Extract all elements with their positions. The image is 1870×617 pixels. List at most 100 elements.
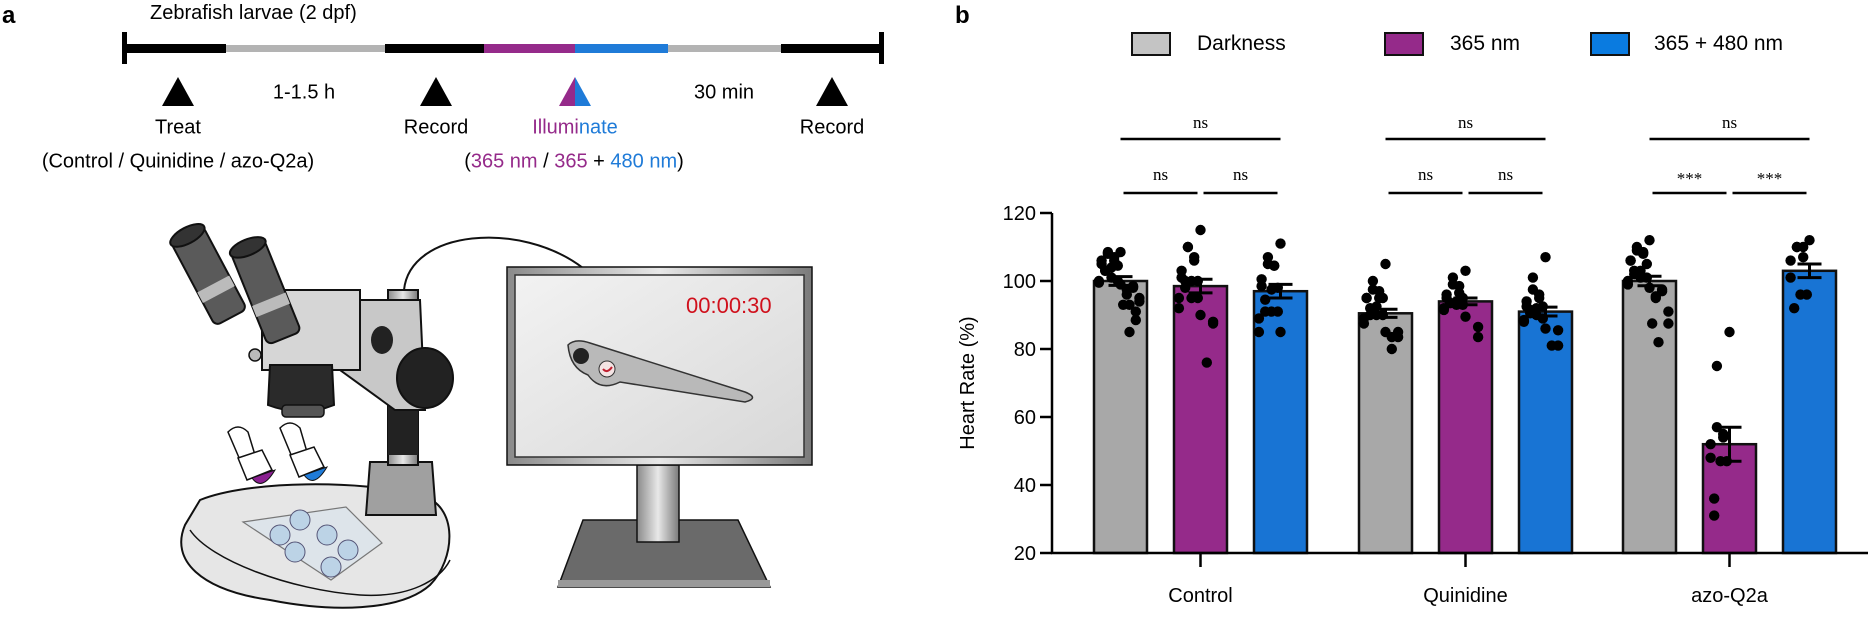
legend-label-darkness: Darkness	[1197, 32, 1286, 55]
data-point	[1253, 313, 1265, 324]
data-point	[1130, 306, 1142, 317]
data-point	[1647, 318, 1658, 329]
duration-post: 30 min	[693, 81, 755, 104]
data-point	[1641, 258, 1653, 270]
timeline-title: Zebrafish larvae (2 dpf)	[150, 2, 357, 24]
panel-b-label: b	[955, 2, 970, 29]
data-point	[1472, 321, 1484, 333]
wavelength-480: 480 nm	[610, 150, 678, 173]
bar	[1357, 312, 1414, 555]
data-point	[1121, 289, 1133, 300]
data-point	[1663, 306, 1674, 317]
data-point	[1650, 292, 1662, 304]
legend-swatch-darkness	[1131, 32, 1171, 56]
timeline-seg-record2	[781, 44, 883, 53]
data-point	[1207, 318, 1219, 329]
data-point	[1201, 357, 1213, 368]
data-point	[1275, 326, 1286, 338]
significance-label: ns	[1153, 165, 1168, 184]
treat-marker-icon	[162, 77, 194, 106]
data-point	[1546, 340, 1558, 351]
data-point	[1798, 252, 1809, 263]
data-point	[1705, 439, 1716, 450]
timeline-seg-480	[575, 44, 668, 53]
legend-swatch-365-480	[1590, 32, 1630, 56]
monitor-icon	[506, 266, 813, 588]
paren-open: (	[464, 150, 471, 173]
data-point	[1540, 252, 1551, 263]
y-tick-label: 100	[1003, 271, 1036, 293]
data-point	[1804, 235, 1815, 246]
significance-label: ns	[1193, 113, 1208, 132]
wavelength-365-combo: 365	[554, 150, 588, 173]
data-point	[1644, 235, 1655, 246]
data-point	[1709, 510, 1720, 521]
data-point	[1724, 326, 1735, 338]
data-point	[1711, 360, 1723, 372]
data-point	[1173, 292, 1185, 304]
data-point	[1361, 292, 1372, 304]
data-point	[1124, 326, 1135, 338]
illuminate-detail: (365 nm / 365 + 480 nm)	[464, 151, 684, 174]
plus-sign: +	[587, 150, 611, 173]
paren-close: )	[677, 150, 684, 173]
significance-label: ns	[1233, 165, 1248, 184]
bar	[1437, 300, 1494, 555]
significance-label: ***	[1757, 169, 1783, 188]
monitor-timer: 00:00:30	[686, 293, 772, 318]
data-point	[1625, 255, 1636, 266]
data-point	[1195, 309, 1206, 321]
significance-label: ns	[1458, 113, 1473, 132]
legend-label-365: 365 nm	[1450, 32, 1521, 55]
wavelength-365: 365 nm	[470, 150, 538, 173]
timeline-seg-wait2	[668, 45, 781, 52]
timeline-seg-record	[385, 44, 484, 53]
data-point	[1358, 318, 1370, 329]
data-point	[1795, 289, 1806, 300]
step-record-1: Record	[403, 116, 469, 139]
data-point	[1192, 292, 1204, 304]
data-point	[1518, 316, 1530, 327]
record-marker-icon	[816, 77, 848, 106]
data-point	[1718, 432, 1729, 443]
data-point	[1622, 279, 1634, 290]
timeline-seg-365	[484, 44, 575, 53]
y-tick-label: 120	[1003, 203, 1036, 225]
y-tick-label: 20	[1014, 543, 1036, 565]
data-point	[1134, 296, 1145, 307]
y-axis-label: Heart Rate (%)	[957, 316, 979, 449]
data-point	[1182, 241, 1194, 253]
significance-label: ns	[1722, 113, 1737, 132]
data-point	[1093, 277, 1105, 288]
zebrafish-larva-icon	[567, 340, 754, 403]
bar	[1781, 269, 1838, 555]
step-illuminate: Illuminate	[532, 117, 618, 140]
data-point	[1705, 452, 1716, 463]
data-point	[1386, 331, 1398, 343]
data-point	[1269, 260, 1280, 271]
data-point	[1180, 282, 1191, 293]
setup-illustration	[169, 223, 813, 609]
timeline-seg-treat	[124, 44, 226, 53]
bar	[1517, 310, 1574, 555]
data-point	[1552, 325, 1564, 336]
separator: /	[537, 150, 555, 173]
data-point	[1266, 284, 1277, 295]
legend-label-365-480: 365 + 480 nm	[1654, 32, 1784, 55]
data-point	[1130, 314, 1142, 326]
y-tick-label: 80	[1014, 339, 1036, 361]
data-point	[1100, 265, 1111, 276]
timeline	[122, 32, 884, 106]
data-point	[1260, 294, 1271, 305]
data-point	[1711, 422, 1723, 433]
data-point	[1785, 272, 1796, 283]
lamp-480-icon	[279, 422, 329, 481]
data-point	[1256, 280, 1267, 292]
illuminate-marker-purple-icon	[559, 77, 575, 106]
data-point	[1195, 224, 1206, 236]
uv-lamp-365-icon	[227, 426, 277, 484]
significance-label: ns	[1498, 165, 1513, 184]
data-point	[1275, 238, 1286, 249]
data-point	[1460, 265, 1471, 276]
